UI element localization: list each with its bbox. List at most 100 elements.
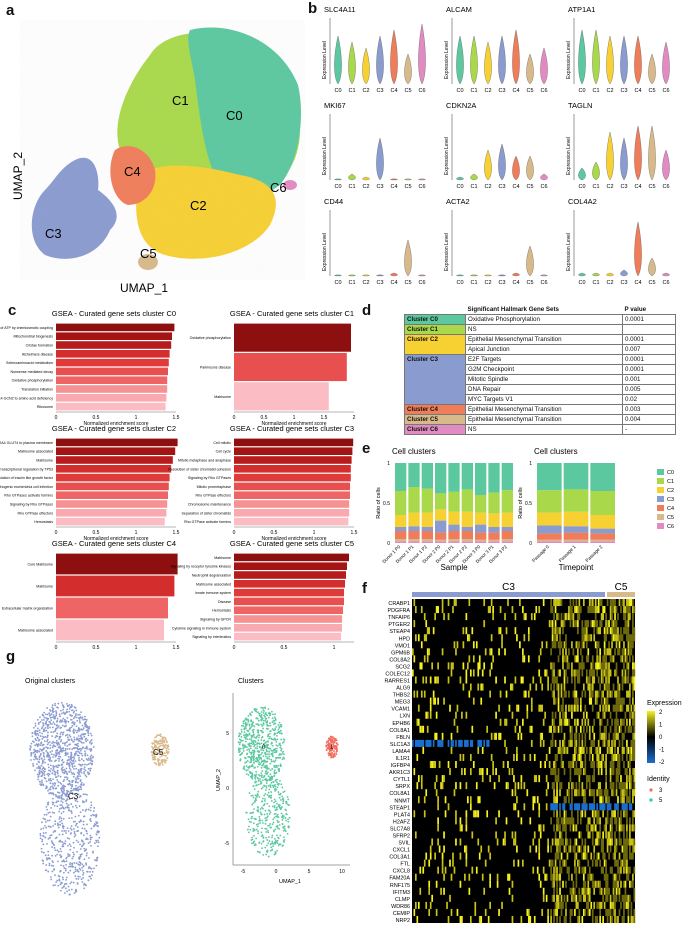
g-point-0 [255, 708, 258, 711]
g-point-c3 [56, 742, 58, 745]
heatmap-cell [596, 606, 599, 614]
g-point-c3 [78, 788, 81, 791]
stack-segment [590, 533, 615, 540]
g-point-c3 [73, 862, 76, 864]
g-point-c3 [42, 714, 45, 717]
heatmap-cell [609, 627, 612, 635]
heatmap-cell [615, 711, 618, 719]
g-point-0 [251, 740, 254, 743]
heatmap-cell [594, 824, 597, 832]
g-point-c3 [46, 755, 48, 758]
g-point-c3 [55, 801, 58, 804]
heatmap-cell [481, 669, 484, 677]
g-point-c3 [87, 767, 90, 770]
heatmap-cell [557, 683, 560, 691]
heatmap-cell [600, 718, 603, 726]
g-point-0 [269, 826, 272, 829]
gsea-bar [56, 509, 167, 517]
heatmap-cell [556, 676, 558, 684]
g-point-0 [267, 708, 270, 710]
g-point-c3 [82, 784, 85, 786]
heatmap-cell [627, 662, 630, 670]
gsea-xlabel: Normalized enrichment score [261, 536, 326, 542]
identity-label: 3 [659, 788, 663, 794]
heatmap-cell [449, 859, 451, 867]
heatmap-cell [629, 718, 631, 726]
heatmap-cell [621, 796, 624, 804]
heatmap-cell [483, 662, 486, 670]
heatmap-cell [633, 768, 636, 776]
violin-shape [376, 35, 384, 85]
g-point-c3 [69, 735, 72, 738]
violin-shape [512, 272, 520, 277]
g-point-0 [262, 731, 264, 734]
heatmap-cell [538, 704, 541, 712]
heatmap-cell [563, 810, 566, 818]
g-point-c3 [71, 756, 74, 759]
g-point-0 [276, 834, 278, 837]
g-point-c3 [57, 757, 60, 760]
g-point-c3 [79, 716, 82, 719]
violin-shape [648, 53, 656, 85]
heatmap-cell [587, 824, 590, 832]
heatmap-cell [605, 775, 607, 783]
stack-segment [421, 488, 433, 513]
heatmap-cell [602, 662, 604, 670]
g-point-c3 [77, 870, 80, 873]
g-point-c3 [41, 779, 43, 782]
heatmap-cell [425, 620, 428, 628]
gsea-bar [234, 597, 344, 606]
g-point-0 [252, 757, 255, 760]
g-point-c3 [40, 783, 43, 785]
violin-shape [620, 137, 628, 181]
heatmap-cell [618, 690, 621, 698]
heatmap-cell [584, 739, 587, 747]
heatmap-cell [618, 697, 621, 705]
g-point-c3 [59, 847, 62, 850]
g-point-c3 [67, 830, 70, 832]
violin-shape [606, 272, 614, 277]
g-point-0 [279, 808, 282, 811]
g-point-c3 [52, 740, 54, 743]
g-point-0 [262, 759, 265, 762]
g-point-c3 [66, 759, 69, 762]
heatmap-cell [487, 606, 490, 614]
heatmap-cell [571, 817, 573, 825]
heatmap-cell [627, 838, 630, 846]
heatmap-cell [611, 824, 613, 832]
g-point-c3 [89, 836, 92, 839]
heatmap-cell [520, 676, 523, 684]
g-point-0 [253, 801, 256, 803]
heatmap-cell [562, 761, 564, 769]
g-point-c3 [37, 775, 40, 777]
heatmap-cell [551, 880, 554, 888]
g-point-c3 [48, 712, 51, 715]
heatmap-cell [431, 662, 434, 670]
g-point-0 [266, 756, 269, 759]
heatmap-cell [632, 746, 634, 754]
heatmap-cell [492, 768, 494, 776]
g-point-c3 [64, 840, 67, 843]
g-point-c3 [65, 878, 67, 881]
heatmap-cell [590, 683, 593, 691]
g-point-c3 [69, 784, 72, 786]
heatmap-cell [575, 739, 578, 747]
heatmap-cell [520, 782, 523, 790]
g-point-0 [247, 831, 250, 834]
heatmap-cell [563, 641, 566, 649]
g-point-c3 [57, 850, 60, 853]
g-point-0 [245, 735, 248, 738]
heatmap-cell [477, 810, 480, 818]
heatmap-cell [560, 599, 563, 607]
g-point-c3 [90, 804, 93, 807]
g-point-c5 [152, 748, 155, 751]
g-point-c3 [45, 722, 47, 724]
g-point-c3 [42, 722, 44, 724]
heatmap-cell [599, 704, 602, 712]
table-cluster-cell: Cluster C3 [404, 354, 466, 405]
g-point-0 [273, 816, 276, 819]
g-point-0 [272, 786, 275, 789]
g-point-0 [246, 749, 249, 751]
heatmap-cell [587, 718, 590, 726]
heatmap-cell [608, 803, 610, 811]
